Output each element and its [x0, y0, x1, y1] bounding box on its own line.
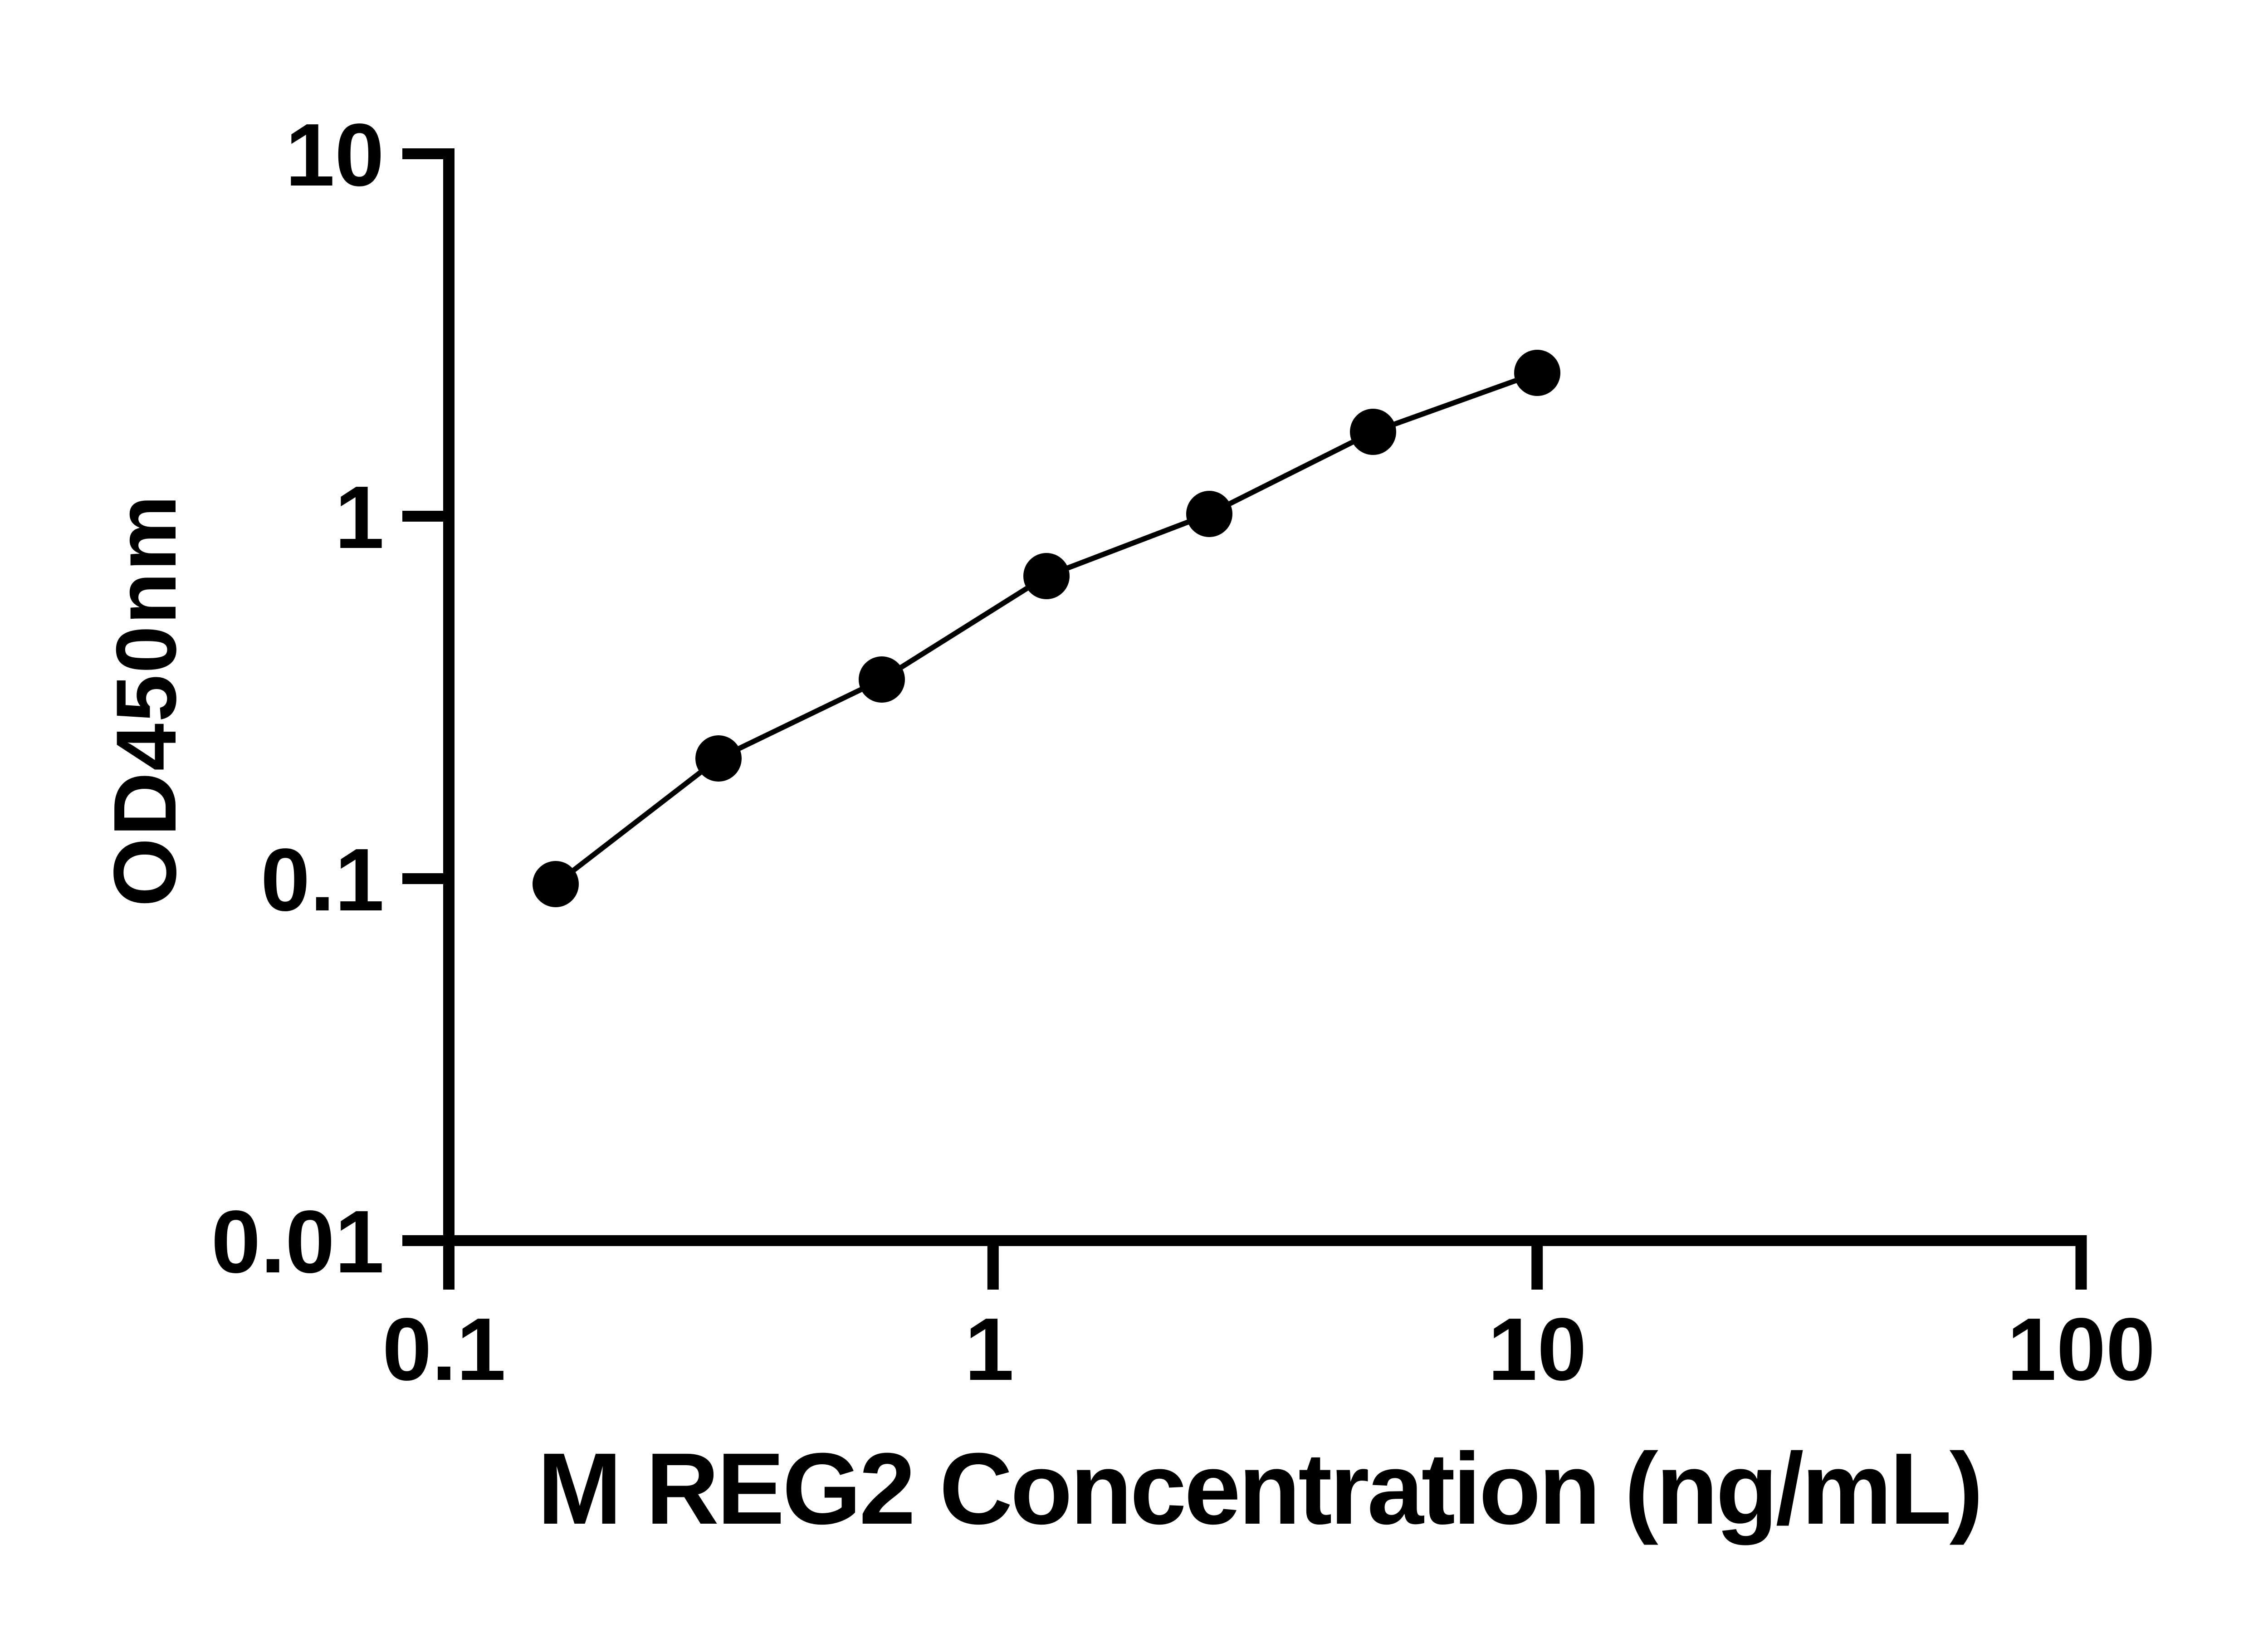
svg-text:OD450nm: OD450nm	[95, 494, 195, 907]
svg-text:100: 100	[2007, 1300, 2155, 1399]
svg-text:10: 10	[285, 105, 384, 205]
svg-text:M REG2 Concentration (ng/mL): M REG2 Concentration (ng/mL)	[538, 1432, 1981, 1545]
svg-text:1: 1	[335, 468, 384, 567]
svg-text:1: 1	[964, 1300, 1014, 1399]
svg-text:0.01: 0.01	[211, 1192, 384, 1291]
svg-text:0.1: 0.1	[261, 830, 384, 929]
svg-text:0.1: 0.1	[382, 1300, 506, 1399]
svg-text:10: 10	[1488, 1300, 1587, 1399]
